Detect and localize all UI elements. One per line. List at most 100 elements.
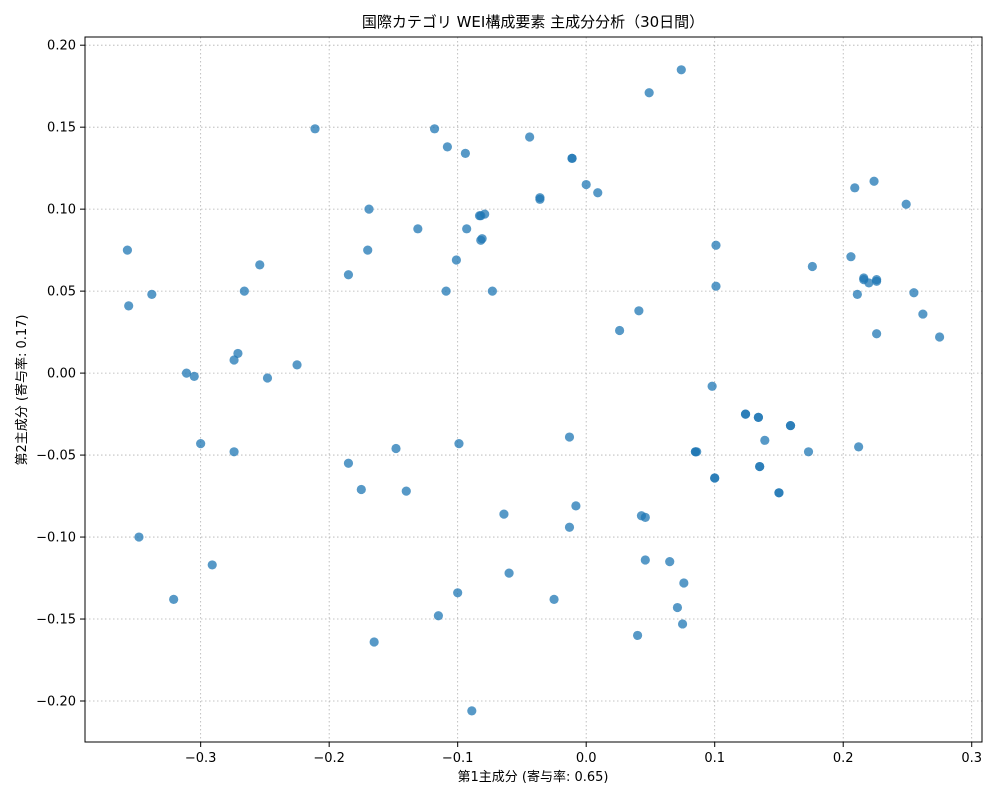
data-point [640, 512, 650, 522]
data-point [487, 286, 497, 296]
data-points [122, 65, 945, 716]
data-point [854, 442, 864, 452]
x-tick-label: 0.2 [833, 751, 854, 766]
data-point [803, 447, 814, 457]
data-point [567, 153, 577, 163]
data-point [181, 368, 192, 378]
data-point [571, 501, 581, 511]
data-point [233, 348, 243, 359]
data-point [711, 281, 721, 291]
data-point [864, 278, 874, 288]
y-axis-ticks: −0.20 −0.15 −0.10 −0.05 0.00 0.05 0.10 0.15 0.20 [36, 39, 85, 710]
data-point [504, 568, 514, 578]
data-point [239, 286, 249, 296]
data-point [343, 458, 354, 468]
data-point [229, 447, 239, 457]
x-axis-ticks: −0.3 −0.2 −0.1 0.0 0.1 0.2 0.3 [185, 742, 982, 766]
data-point [441, 286, 451, 296]
x-axis-label: 第1主成分 (寄与率: 0.65) [457, 769, 608, 785]
data-point [207, 560, 217, 570]
data-point [499, 509, 509, 519]
data-point [255, 260, 265, 270]
data-point [753, 412, 763, 422]
data-point [356, 484, 366, 495]
data-point [918, 309, 928, 319]
y-tick-label: 0.15 [47, 121, 76, 136]
data-point [480, 209, 490, 219]
x-tick-label: −0.2 [313, 751, 345, 766]
x-tick-label: 0.3 [961, 751, 982, 766]
data-point [632, 630, 643, 641]
data-point [124, 301, 134, 311]
data-point [852, 289, 862, 300]
y-tick-label: −0.15 [36, 613, 76, 628]
data-point [909, 288, 919, 298]
data-point [196, 439, 206, 449]
data-point [401, 486, 411, 496]
data-point [692, 447, 702, 457]
data-point [147, 289, 157, 300]
data-point [640, 555, 650, 565]
data-point [676, 65, 686, 75]
data-point [807, 261, 817, 272]
x-tick-label: 0.0 [576, 751, 597, 766]
y-tick-label: 0.05 [47, 285, 76, 300]
data-point [467, 706, 477, 716]
data-point [343, 270, 354, 280]
x-tick-label: −0.3 [185, 751, 217, 766]
data-point [292, 360, 302, 370]
data-point [872, 276, 882, 286]
data-point [665, 557, 675, 567]
data-point [477, 234, 487, 244]
data-point [872, 329, 882, 339]
data-point [707, 381, 717, 391]
chart-title: 国際カテゴリ WEI構成要素 主成分分析（30日間） [362, 13, 704, 31]
data-point [391, 443, 401, 454]
data-point [454, 439, 464, 449]
data-point [740, 409, 751, 419]
x-tick-label: 0.1 [704, 751, 725, 766]
y-tick-label: −0.10 [36, 531, 76, 546]
x-tick-label: −0.1 [442, 751, 474, 766]
data-point [564, 522, 575, 532]
data-point [593, 188, 603, 198]
data-point [369, 637, 379, 647]
data-point [760, 435, 770, 445]
data-point [262, 373, 273, 383]
data-point [549, 594, 559, 604]
data-point [634, 306, 644, 316]
data-point [672, 602, 683, 613]
grid-lines [85, 37, 982, 742]
data-point [453, 588, 463, 598]
data-point [785, 420, 796, 431]
data-point [134, 532, 144, 542]
data-point [364, 204, 374, 214]
y-axis-label: 第2主成分 (寄与率: 0.17) [14, 314, 30, 465]
y-tick-label: 0.00 [47, 367, 76, 382]
data-point [525, 132, 535, 142]
y-tick-label: 0.20 [47, 39, 76, 54]
data-point [755, 461, 765, 472]
data-point [363, 245, 373, 255]
data-point [413, 224, 423, 234]
data-point [711, 240, 721, 250]
data-point [451, 255, 461, 265]
data-point [615, 325, 625, 336]
data-point [169, 594, 179, 604]
y-tick-label: −0.05 [36, 449, 76, 464]
data-point [901, 199, 911, 209]
data-point [460, 148, 470, 159]
data-point [677, 619, 688, 629]
data-point [564, 432, 575, 442]
data-point [122, 245, 133, 255]
data-point [581, 179, 591, 190]
data-point [869, 176, 879, 186]
data-point [679, 578, 689, 588]
data-point [850, 183, 860, 193]
data-point [934, 332, 945, 342]
data-point [644, 88, 654, 98]
data-point [433, 611, 444, 621]
data-point [189, 371, 199, 381]
y-tick-label: 0.10 [47, 203, 76, 218]
